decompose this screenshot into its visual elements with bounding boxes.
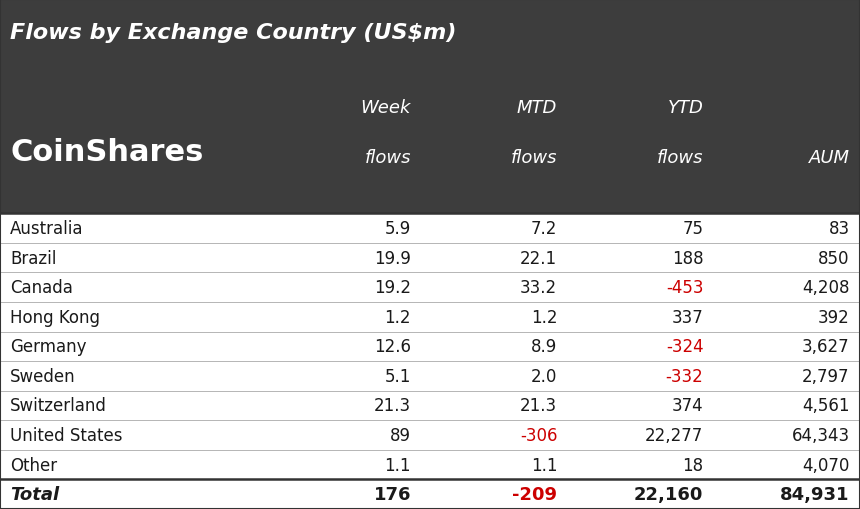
Text: -209: -209 [513, 485, 557, 503]
Text: 392: 392 [818, 308, 850, 326]
Text: United States: United States [10, 426, 123, 444]
Bar [0, 0, 860, 66]
Text: 2.0: 2.0 [531, 367, 557, 385]
Text: 176: 176 [373, 485, 411, 503]
Text: 19.2: 19.2 [374, 278, 411, 297]
Text: flows: flows [657, 149, 703, 166]
Text: 64,343: 64,343 [791, 426, 850, 444]
Bar [0, 66, 860, 214]
Text: flows: flows [511, 149, 557, 166]
Text: 5.1: 5.1 [384, 367, 411, 385]
Text: 374: 374 [672, 397, 703, 415]
Text: 18: 18 [682, 456, 703, 474]
Text: 4,208: 4,208 [802, 278, 850, 297]
Text: 33.2: 33.2 [520, 278, 557, 297]
Text: Flows by Exchange Country (US$m): Flows by Exchange Country (US$m) [10, 23, 457, 43]
Text: Week: Week [360, 99, 411, 117]
Text: Other: Other [10, 456, 58, 474]
Text: -324: -324 [666, 337, 703, 356]
Text: 21.3: 21.3 [520, 397, 557, 415]
Text: 4,070: 4,070 [802, 456, 850, 474]
Text: 3,627: 3,627 [802, 337, 850, 356]
Text: 75: 75 [683, 219, 703, 238]
Text: 1.1: 1.1 [531, 456, 557, 474]
Text: Total: Total [10, 485, 59, 503]
Text: Australia: Australia [10, 219, 83, 238]
Text: 5.9: 5.9 [384, 219, 411, 238]
Text: 188: 188 [672, 249, 703, 267]
Text: -332: -332 [666, 367, 703, 385]
Text: 22,277: 22,277 [645, 426, 703, 444]
Text: AUM: AUM [808, 149, 850, 166]
Text: -306: -306 [519, 426, 557, 444]
Text: 12.6: 12.6 [374, 337, 411, 356]
Text: CoinShares: CoinShares [10, 137, 204, 166]
Text: YTD: YTD [667, 99, 703, 117]
Text: 22.1: 22.1 [520, 249, 557, 267]
Text: 1.2: 1.2 [384, 308, 411, 326]
Text: MTD: MTD [517, 99, 557, 117]
Text: 83: 83 [828, 219, 850, 238]
Text: Brazil: Brazil [10, 249, 57, 267]
Text: Hong Kong: Hong Kong [10, 308, 101, 326]
Text: 1.2: 1.2 [531, 308, 557, 326]
Text: 2,797: 2,797 [802, 367, 850, 385]
Text: Switzerland: Switzerland [10, 397, 108, 415]
Text: 1.1: 1.1 [384, 456, 411, 474]
Text: Canada: Canada [10, 278, 73, 297]
Text: 337: 337 [672, 308, 703, 326]
Text: 89: 89 [390, 426, 411, 444]
Text: 7.2: 7.2 [531, 219, 557, 238]
Text: 21.3: 21.3 [374, 397, 411, 415]
Text: 19.9: 19.9 [374, 249, 411, 267]
Text: 4,561: 4,561 [802, 397, 850, 415]
Text: Germany: Germany [10, 337, 87, 356]
Text: -453: -453 [666, 278, 703, 297]
Text: 850: 850 [818, 249, 850, 267]
Text: flows: flows [365, 149, 411, 166]
Text: 22,160: 22,160 [634, 485, 703, 503]
Text: 8.9: 8.9 [531, 337, 557, 356]
Text: Sweden: Sweden [10, 367, 76, 385]
Text: 84,931: 84,931 [780, 485, 850, 503]
